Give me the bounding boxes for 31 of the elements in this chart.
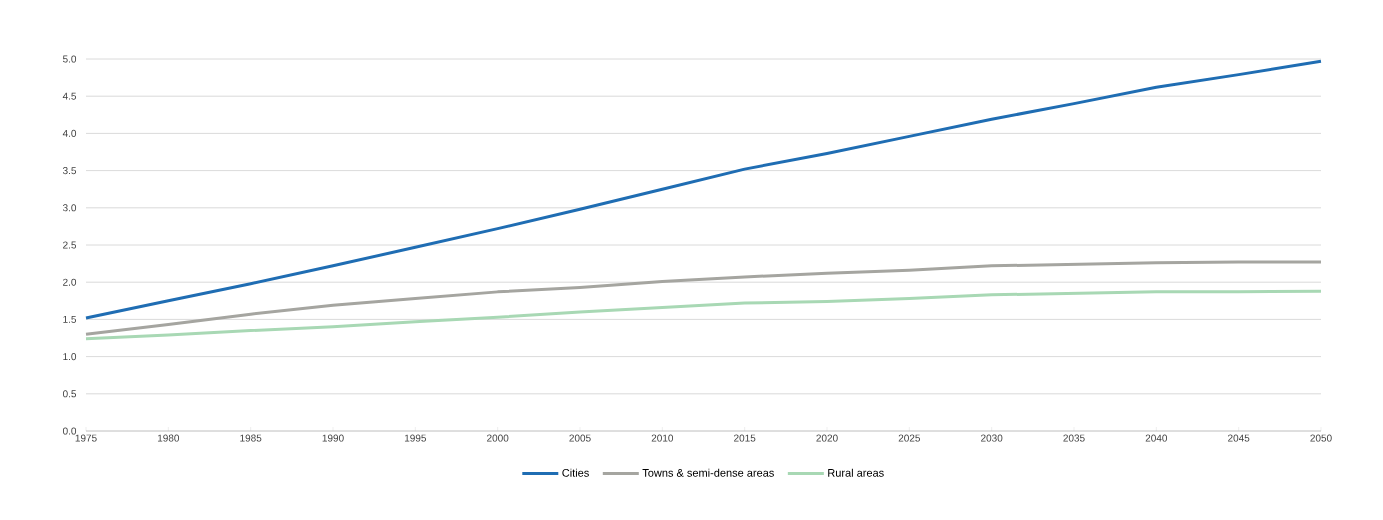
x-tick-label: 2005	[569, 434, 591, 442]
x-tick-label: 2035	[1063, 434, 1085, 442]
x-tick-label: 2040	[1145, 434, 1168, 442]
x-tick-label: 2045	[1228, 434, 1250, 442]
x-tick-label: 2020	[816, 434, 838, 442]
y-tick-label: 5.0	[62, 55, 77, 63]
x-tick-label: 2000	[487, 434, 509, 442]
x-tick-label: 1995	[404, 434, 427, 442]
x-tick-label: 1985	[240, 434, 262, 442]
y-tick-label: 2.0	[63, 278, 77, 286]
line-series	[84, 59, 1323, 320]
x-tick-label: 2010	[651, 434, 674, 442]
y-tick-label: 0.5	[62, 390, 77, 398]
x-tick-label: 2030	[981, 434, 1003, 442]
legend-label: Cities	[562, 468, 589, 477]
y-tick-label: 4.0	[62, 129, 77, 137]
y-tick-label: 4.5	[62, 92, 77, 100]
x-tick-label: 1975	[75, 434, 97, 442]
y-tick-label: 0.0	[62, 427, 77, 435]
y-tick-label: 3.5	[62, 167, 77, 175]
legend-label: Towns & semi-dense areas	[642, 468, 774, 477]
y-tick-label: 1.5	[63, 315, 77, 323]
x-tick-label: 1980	[157, 434, 180, 442]
x-tick-label: 1990	[322, 434, 344, 442]
legend-label: Rural areas	[828, 468, 884, 477]
x-tick-label: 2015	[734, 434, 756, 442]
x-tick-label: 2050	[1310, 434, 1332, 442]
y-tick-label: 2.5	[63, 241, 77, 249]
x-tick-label: 2025	[898, 434, 921, 442]
y-tick-label: 3.0	[62, 204, 77, 212]
y-tick-label: 1.0	[63, 353, 77, 361]
